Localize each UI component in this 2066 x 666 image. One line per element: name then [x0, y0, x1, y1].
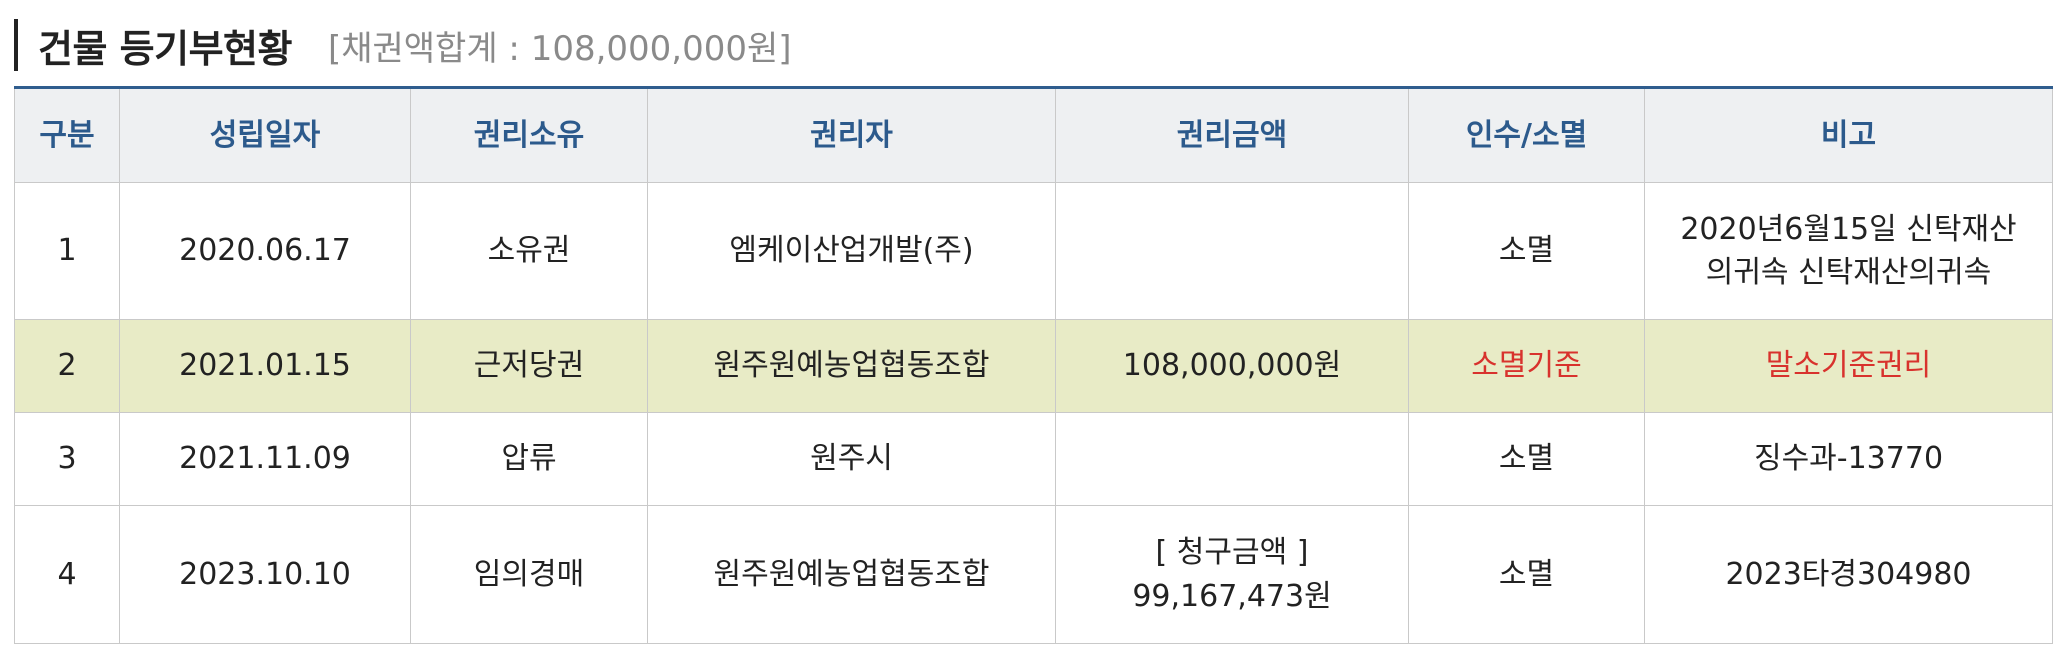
- table-row-highlighted: 2 2021.01.15 근저당권 원주원예농업협동조합 108,000,000…: [14, 319, 2053, 413]
- col-header-note: 비고: [1644, 87, 2053, 183]
- cell-right-type: 근저당권: [410, 319, 648, 413]
- cell-no: 3: [14, 412, 120, 506]
- cell-status: 소멸: [1408, 505, 1645, 644]
- col-header-status: 인수/소멸: [1408, 87, 1645, 183]
- claim-total: [채권액합계 : 108,000,000원]: [327, 28, 792, 69]
- cell-note: 말소기준권리: [1644, 319, 2053, 413]
- cell-right-type: 압류: [410, 412, 648, 506]
- cell-holder: 원주시: [647, 412, 1056, 506]
- cell-note: 징수과-13770: [1644, 412, 2053, 506]
- cell-holder: 원주원예농업협동조합: [647, 505, 1056, 644]
- cell-date: 2023.10.10: [119, 505, 411, 644]
- registry-table: 구분 성립일자 권리소유 권리자 권리금액 인수/소멸 비고 1 2020.06…: [14, 86, 2053, 644]
- cell-status: 소멸: [1408, 182, 1645, 320]
- cell-no: 2: [14, 319, 120, 413]
- note-line: 2020년6월15일 신탁재산: [1680, 211, 2017, 247]
- table-row: 4 2023.10.10 임의경매 원주원예농업협동조합 [ 청구금액 ] 99…: [14, 505, 2053, 644]
- col-header-holder: 권리자: [647, 87, 1056, 183]
- col-header-right-type: 권리소유: [410, 87, 648, 183]
- cell-note: 2020년6월15일 신탁재산 의귀속 신탁재산의귀속: [1644, 182, 2053, 320]
- section-header: 건물 등기부현황 [채권액합계 : 108,000,000원]: [14, 18, 792, 72]
- table-header-row: 구분 성립일자 권리소유 권리자 권리금액 인수/소멸 비고: [14, 87, 2053, 183]
- cell-status: 소멸: [1408, 412, 1645, 506]
- table-row: 3 2021.11.09 압류 원주시 소멸 징수과-13770: [14, 412, 2053, 506]
- cell-amount: [1055, 412, 1409, 506]
- cell-holder: 원주원예농업협동조합: [647, 319, 1056, 413]
- cell-right-type: 임의경매: [410, 505, 648, 644]
- cell-date: 2021.11.09: [119, 412, 411, 506]
- cell-note: 2023타경304980: [1644, 505, 2053, 644]
- cell-amount: [ 청구금액 ] 99,167,473원: [1055, 505, 1409, 644]
- note-line: 의귀속 신탁재산의귀속: [1705, 255, 1992, 290]
- cell-date: 2020.06.17: [119, 182, 411, 320]
- section-marker: [14, 19, 18, 71]
- cell-status: 소멸기준: [1408, 319, 1645, 413]
- cell-no: 1: [14, 182, 120, 320]
- cell-no: 4: [14, 505, 120, 644]
- section-title: 건물 등기부현황: [38, 26, 292, 71]
- col-header-amount: 권리금액: [1055, 87, 1409, 183]
- col-header-no: 구분: [14, 87, 120, 183]
- cell-holder: 엠케이산업개발(주): [647, 182, 1056, 320]
- cell-amount: 108,000,000원: [1055, 319, 1409, 413]
- col-header-date: 성립일자: [119, 87, 411, 183]
- table-row: 1 2020.06.17 소유권 엠케이산업개발(주) 소멸 2020년6월15…: [14, 182, 2053, 320]
- cell-right-type: 소유권: [410, 182, 648, 320]
- amount-value: 99,167,473원: [1132, 578, 1332, 614]
- cell-amount: [1055, 182, 1409, 320]
- amount-label: [ 청구금액 ]: [1155, 535, 1309, 570]
- cell-date: 2021.01.15: [119, 319, 411, 413]
